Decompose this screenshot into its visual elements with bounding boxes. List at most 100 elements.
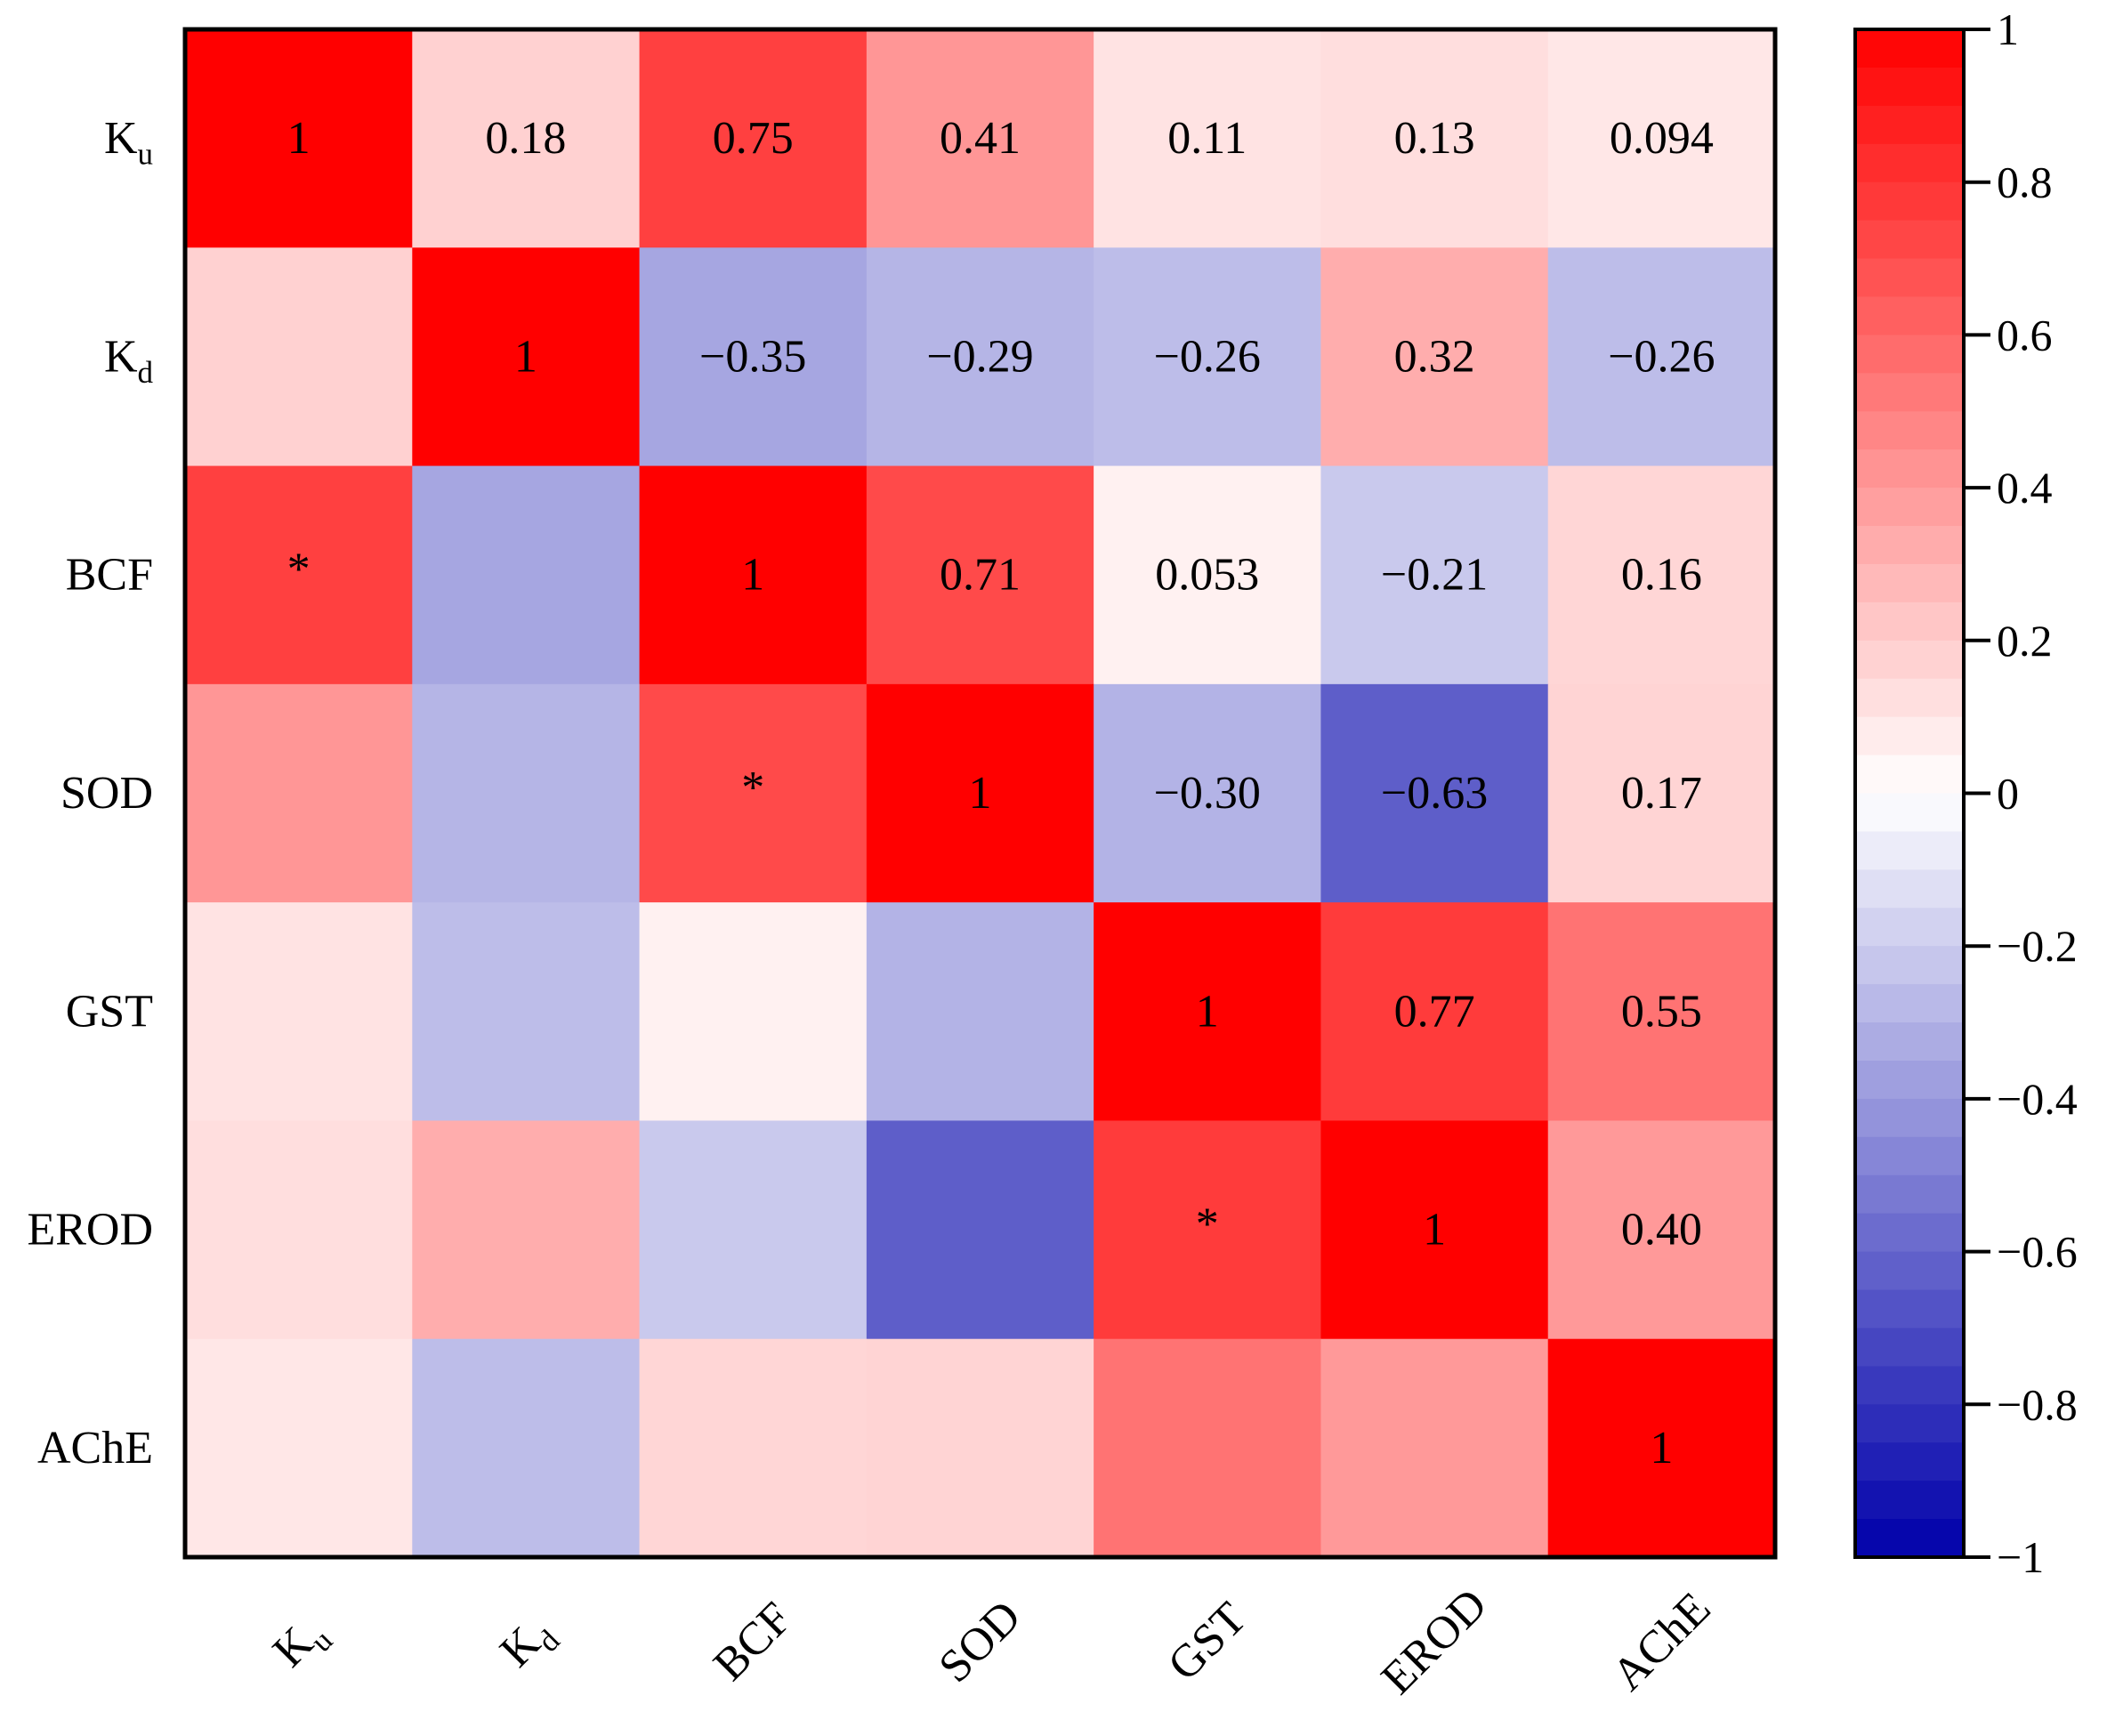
colorbar-tick-label: −0.2 <box>1997 921 2078 971</box>
heatmap-cell <box>185 1338 413 1558</box>
heatmap-cell <box>866 1338 1094 1558</box>
heatmap-border <box>182 27 1778 1560</box>
cell-value-label: 0.11 <box>1167 113 1247 164</box>
cell-value-label: 0.18 <box>485 113 566 164</box>
heatmap-cell <box>639 1338 868 1558</box>
colorbar-tick-label: 0.4 <box>1997 463 2053 513</box>
colorbar-step <box>1855 1136 1964 1176</box>
colorbar-tick-label: 1 <box>1997 4 2019 54</box>
heatmap-cell <box>1094 247 1322 467</box>
colorbar-step <box>1855 908 1964 947</box>
x-axis-label: AChE <box>1602 1583 1720 1700</box>
heatmap-cell <box>639 1120 868 1340</box>
cell-value-label: 1 <box>741 550 764 601</box>
heatmap-cell <box>185 247 413 467</box>
colorbar-step <box>1855 67 1964 107</box>
heatmap-cell <box>1547 683 1776 903</box>
cell-value-label: 0.71 <box>940 550 1021 601</box>
heatmap-cell <box>1320 465 1549 685</box>
heatmap-cell <box>639 683 868 903</box>
heatmap-cell <box>412 247 641 467</box>
cell-value-label: 0.40 <box>1621 1205 1702 1256</box>
y-axis-label: GST <box>66 986 153 1037</box>
heatmap-cell <box>1094 683 1322 903</box>
cell-value-label: 0.13 <box>1394 113 1475 164</box>
colorbar-step <box>1855 1060 1964 1100</box>
colorbar-step <box>1855 984 1964 1023</box>
colorbar-step <box>1855 1366 1964 1405</box>
heatmap-cell <box>412 465 641 685</box>
heatmap-cell <box>185 683 413 903</box>
colorbar-step <box>1855 29 1964 69</box>
cell-value-label: 1 <box>287 113 311 164</box>
heatmap-cell <box>866 902 1094 1122</box>
cell-value-label: −0.26 <box>1608 331 1715 382</box>
heatmap-frame <box>182 27 1778 1560</box>
colorbar-step <box>1855 258 1964 298</box>
colorbar-tick-label: 0 <box>1997 769 2019 819</box>
colorbar-step <box>1855 602 1964 642</box>
heatmap-cell <box>1547 1120 1776 1340</box>
heatmap-cell <box>1094 29 1322 248</box>
colorbar-step <box>1855 143 1964 183</box>
heatmap-cell <box>866 683 1094 903</box>
cell-value-label: −0.29 <box>926 331 1033 382</box>
heatmap-cell <box>639 29 868 248</box>
colorbar-tick-label: 0.6 <box>1997 310 2053 359</box>
heatmap-cell <box>639 247 868 467</box>
heatmap-cell <box>1320 902 1549 1122</box>
cell-value-label: 1 <box>1196 986 1219 1037</box>
heatmap-cell <box>185 902 413 1122</box>
heatmap-cell <box>1547 1338 1776 1558</box>
cell-value-label: 0.75 <box>713 113 794 164</box>
colorbar-step <box>1855 296 1964 335</box>
colorbar-step <box>1855 411 1964 450</box>
colorbar-step <box>1855 1098 1964 1138</box>
colorbar-step <box>1855 678 1964 718</box>
colorbar-step <box>1855 640 1964 680</box>
colorbar-step <box>1855 335 1964 374</box>
heatmap-cell <box>1320 29 1549 248</box>
y-axis-label: SOD <box>61 768 153 819</box>
heatmap-cell <box>1547 29 1776 248</box>
heatmap-cell <box>1094 902 1322 1122</box>
colorbar-step <box>1855 449 1964 489</box>
heatmap-cell <box>412 683 641 903</box>
heatmap-cell <box>412 29 641 248</box>
y-axis-label: AChE <box>37 1423 153 1474</box>
cell-value-label: 1 <box>514 331 537 382</box>
cell-value-label: 0.77 <box>1394 986 1475 1037</box>
colorbar-step <box>1855 526 1964 565</box>
colorbar-step <box>1855 1022 1964 1062</box>
heatmap-cell <box>1094 1120 1322 1340</box>
heatmap-cell <box>412 1338 641 1558</box>
heatmap-cell <box>639 465 868 685</box>
heatmap-cell <box>866 1120 1094 1340</box>
cell-value-label: 1 <box>1650 1423 1673 1474</box>
y-axis-label: Ku <box>104 113 153 171</box>
heatmap-cell <box>866 247 1094 467</box>
significance-mark: * <box>1196 1199 1219 1250</box>
colorbar-step <box>1855 716 1964 756</box>
colorbar-step <box>1855 1481 1964 1520</box>
colorbar-step <box>1855 373 1964 412</box>
colorbar-step <box>1855 1328 1964 1367</box>
cell-value-label: 0.17 <box>1621 768 1702 819</box>
cell-value-label: −0.26 <box>1154 331 1261 382</box>
colorbar-step <box>1855 105 1964 145</box>
heatmap-cells <box>185 29 1776 1558</box>
heatmap-cell <box>1320 247 1549 467</box>
cell-value-label: −0.30 <box>1154 768 1261 819</box>
colorbar-tick-label: 0.2 <box>1997 616 2053 666</box>
colorbar-step <box>1855 488 1964 527</box>
colorbar-step <box>1855 182 1964 222</box>
colorbar-step <box>1855 831 1964 870</box>
x-axis-label: Ku <box>263 1606 339 1682</box>
y-axis-label: EROD <box>27 1205 153 1256</box>
colorbar-tick-label: −0.4 <box>1997 1074 2078 1124</box>
heatmap-cell <box>1320 683 1549 903</box>
colorbar-step <box>1855 1175 1964 1215</box>
cell-value-label: 0.094 <box>1610 113 1714 164</box>
colorbar-step <box>1855 1251 1964 1291</box>
